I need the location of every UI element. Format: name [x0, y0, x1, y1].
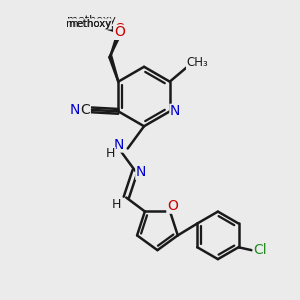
Text: N: N: [70, 103, 80, 117]
Text: Cl: Cl: [253, 243, 267, 257]
Text: H: H: [106, 147, 115, 161]
Text: N: N: [70, 103, 80, 117]
Text: methoxy: methoxy: [66, 19, 111, 29]
Text: H: H: [112, 198, 122, 211]
Text: N: N: [136, 165, 146, 179]
Text: O: O: [114, 25, 125, 39]
Text: C: C: [80, 103, 90, 117]
Text: methoxy: methoxy: [67, 15, 116, 25]
Text: C: C: [80, 103, 90, 117]
Text: N: N: [114, 138, 124, 152]
Text: O: O: [167, 199, 178, 213]
Text: methoxy: methoxy: [68, 19, 111, 29]
Text: N: N: [170, 104, 180, 118]
Text: O: O: [114, 22, 124, 36]
Text: CH₃: CH₃: [187, 56, 208, 69]
